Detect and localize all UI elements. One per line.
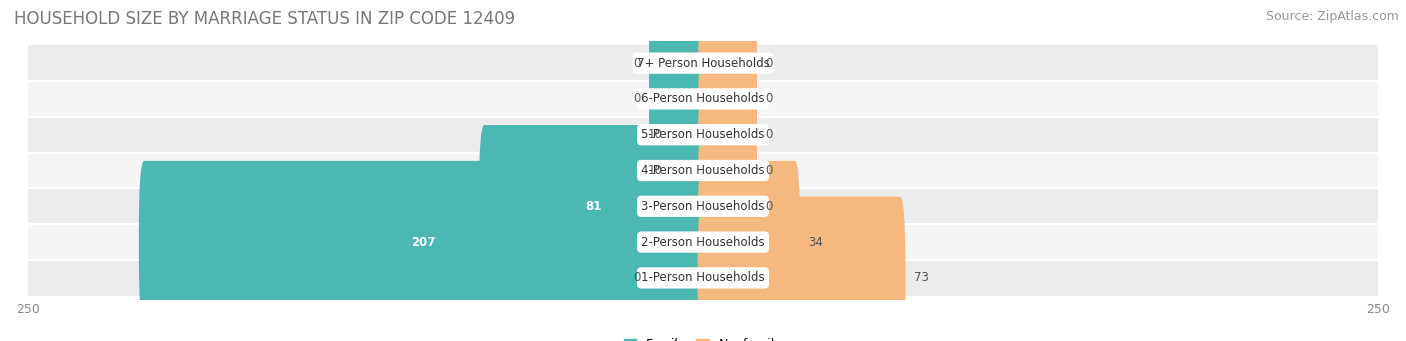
Text: 5-Person Households: 5-Person Households bbox=[641, 128, 765, 141]
Text: 0: 0 bbox=[765, 57, 772, 70]
Legend: Family, Nonfamily: Family, Nonfamily bbox=[624, 338, 782, 341]
Text: 0: 0 bbox=[765, 200, 772, 213]
Text: 0: 0 bbox=[765, 92, 772, 105]
Text: 3-Person Households: 3-Person Households bbox=[641, 200, 765, 213]
Text: 1-Person Households: 1-Person Households bbox=[641, 271, 765, 284]
Text: 0: 0 bbox=[765, 128, 772, 141]
FancyBboxPatch shape bbox=[697, 197, 905, 341]
FancyBboxPatch shape bbox=[671, 89, 709, 252]
Text: 207: 207 bbox=[412, 236, 436, 249]
FancyBboxPatch shape bbox=[650, 0, 709, 144]
Text: 0: 0 bbox=[634, 271, 641, 284]
Text: 73: 73 bbox=[914, 271, 928, 284]
FancyBboxPatch shape bbox=[650, 197, 709, 341]
FancyBboxPatch shape bbox=[697, 161, 800, 323]
Text: 4-Person Households: 4-Person Households bbox=[641, 164, 765, 177]
Text: 0: 0 bbox=[765, 164, 772, 177]
FancyBboxPatch shape bbox=[139, 161, 709, 323]
Bar bbox=[1, 117, 1405, 153]
FancyBboxPatch shape bbox=[697, 54, 756, 216]
FancyBboxPatch shape bbox=[479, 125, 709, 287]
Text: 7+ Person Households: 7+ Person Households bbox=[637, 57, 769, 70]
Text: 34: 34 bbox=[808, 236, 823, 249]
Text: 0: 0 bbox=[634, 57, 641, 70]
Bar bbox=[1, 153, 1405, 188]
FancyBboxPatch shape bbox=[697, 18, 756, 180]
Bar bbox=[1, 224, 1405, 260]
Bar bbox=[1, 45, 1405, 81]
Text: Source: ZipAtlas.com: Source: ZipAtlas.com bbox=[1265, 10, 1399, 23]
Bar bbox=[1, 188, 1405, 224]
Text: 81: 81 bbox=[585, 200, 602, 213]
Text: 10: 10 bbox=[648, 164, 662, 177]
FancyBboxPatch shape bbox=[697, 125, 756, 287]
Bar bbox=[1, 81, 1405, 117]
FancyBboxPatch shape bbox=[697, 89, 756, 252]
Bar bbox=[1, 260, 1405, 296]
Text: 0: 0 bbox=[634, 92, 641, 105]
Text: 10: 10 bbox=[648, 128, 662, 141]
Text: 6-Person Households: 6-Person Households bbox=[641, 92, 765, 105]
Text: HOUSEHOLD SIZE BY MARRIAGE STATUS IN ZIP CODE 12409: HOUSEHOLD SIZE BY MARRIAGE STATUS IN ZIP… bbox=[14, 10, 515, 28]
FancyBboxPatch shape bbox=[650, 18, 709, 180]
FancyBboxPatch shape bbox=[671, 54, 709, 216]
Text: 2-Person Households: 2-Person Households bbox=[641, 236, 765, 249]
FancyBboxPatch shape bbox=[697, 0, 756, 144]
